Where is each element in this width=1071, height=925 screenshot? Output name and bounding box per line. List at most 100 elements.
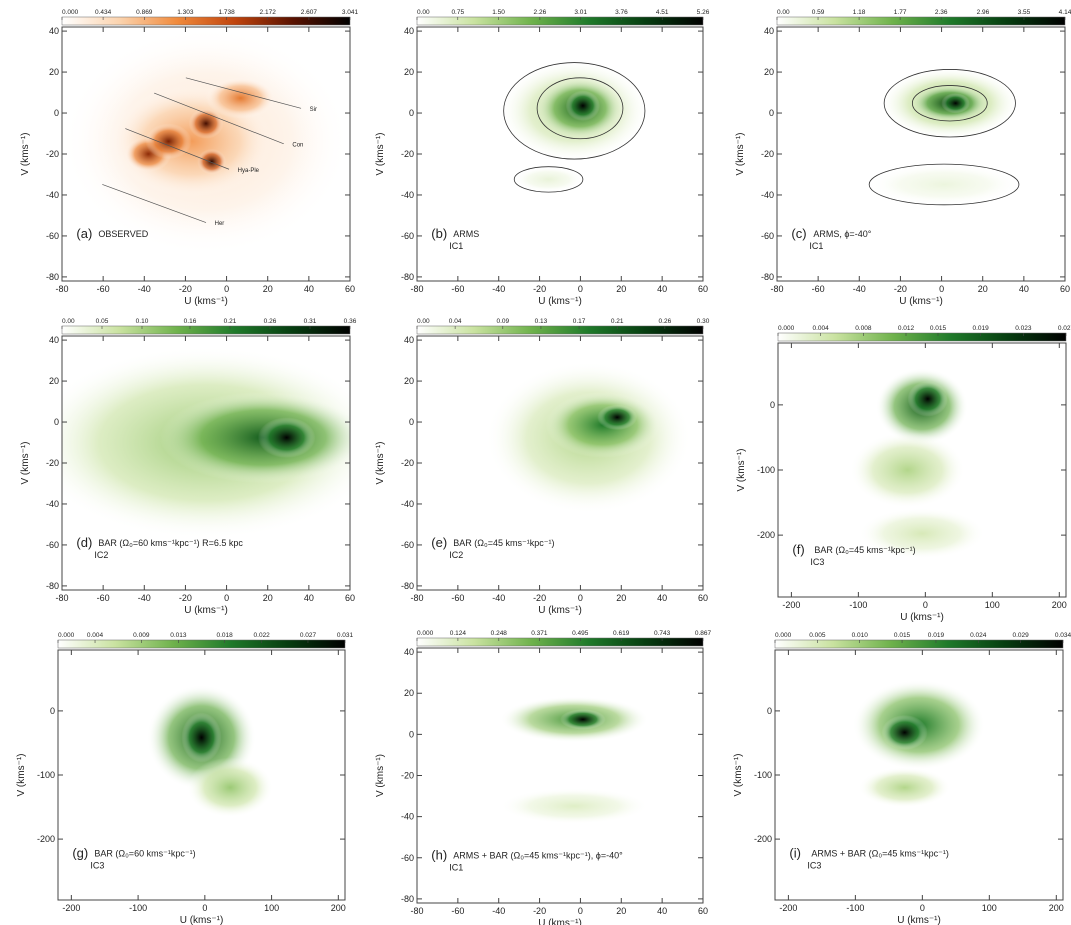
x-tick-label: -20 bbox=[533, 284, 546, 294]
contour bbox=[883, 69, 1016, 138]
colorbar bbox=[416, 637, 704, 647]
density-blob bbox=[565, 90, 601, 121]
x-tick-label: 100 bbox=[982, 903, 997, 913]
panel-title: BAR (Ω₀=60 kms⁻¹kpc⁻¹) bbox=[94, 849, 195, 859]
contour bbox=[911, 85, 988, 122]
colorbar-tick-label: 0.022 bbox=[254, 632, 271, 639]
panel-subtitle: IC3 bbox=[807, 861, 821, 871]
panel-subtitle: IC2 bbox=[94, 550, 108, 560]
y-tick-label: 0 bbox=[54, 417, 59, 427]
colorbar-tick-label: 0.495 bbox=[572, 630, 589, 637]
colorbar-tick-label: 0.04 bbox=[449, 318, 462, 325]
x-axis-title: U (kms⁻¹) bbox=[538, 918, 582, 925]
colorbar-tick-label: 0.13 bbox=[535, 318, 548, 325]
y-tick-label: -40 bbox=[761, 190, 774, 200]
x-axis-title: U (kms⁻¹) bbox=[538, 605, 582, 616]
density-blob bbox=[941, 93, 970, 114]
x-tick-label: 0 bbox=[224, 593, 229, 603]
x-tick-label: 0 bbox=[224, 284, 229, 294]
panel-title: OBSERVED bbox=[98, 229, 148, 239]
x-tick-label: -60 bbox=[812, 284, 825, 294]
contour bbox=[536, 77, 624, 140]
panel-subtitle: IC1 bbox=[449, 241, 463, 251]
x-tick-label: -100 bbox=[129, 903, 147, 913]
x-tick-label: -40 bbox=[492, 284, 505, 294]
x-tick-label: 20 bbox=[263, 593, 273, 603]
y-tick-label: -60 bbox=[761, 231, 774, 241]
y-tick-label: -60 bbox=[401, 540, 414, 550]
annotation-line bbox=[102, 184, 207, 223]
colorbar-tick-label: 0.027 bbox=[1058, 325, 1071, 332]
x-tick-label: -60 bbox=[97, 593, 110, 603]
colorbar-tick-label: 0.867 bbox=[695, 630, 712, 637]
colorbar-tick-label: 0.000 bbox=[778, 325, 795, 332]
density-map bbox=[417, 648, 703, 903]
colorbar-tick-label: 0.16 bbox=[184, 318, 197, 325]
colorbar-tick-label: 0.434 bbox=[95, 9, 112, 16]
x-tick-label: 20 bbox=[616, 593, 626, 603]
panel-label: (f) bbox=[792, 542, 804, 557]
colorbar-tick-label: 3.55 bbox=[1018, 9, 1031, 16]
colorbar-tick-label: 0.024 bbox=[970, 632, 987, 639]
colorbar-tick-label: 0.015 bbox=[894, 632, 911, 639]
x-tick-label: -60 bbox=[451, 284, 464, 294]
density-map bbox=[62, 27, 350, 281]
colorbar-tick-label: 2.36 bbox=[935, 9, 948, 16]
colorbar-tick-label: 0.004 bbox=[87, 632, 104, 639]
x-axis-title: U (kms⁻¹) bbox=[900, 612, 944, 623]
colorbar-tick-label: 0.019 bbox=[928, 632, 945, 639]
y-axis-title: V (kms⁻¹) bbox=[375, 441, 386, 484]
colorbar-tick-label: 0.31 bbox=[304, 318, 317, 325]
annotation: Her bbox=[215, 221, 225, 227]
y-tick-label: 40 bbox=[404, 647, 414, 657]
x-tick-label: -80 bbox=[55, 284, 68, 294]
panel-title: BAR (Ω₀=60 kms⁻¹kpc⁻¹) R=6.5 kpc bbox=[98, 538, 243, 548]
y-axis-title: V (kms⁻¹) bbox=[20, 441, 31, 484]
y-tick-label: -80 bbox=[46, 272, 59, 282]
y-tick-label: -80 bbox=[46, 581, 59, 591]
x-tick-label: 20 bbox=[263, 284, 273, 294]
density-blob bbox=[850, 431, 966, 509]
y-axis-title: V (kms⁻¹) bbox=[375, 132, 386, 175]
colorbar-tick-label: 0.743 bbox=[654, 630, 671, 637]
density-map bbox=[62, 336, 350, 590]
x-tick-label: 200 bbox=[1052, 600, 1067, 610]
density-blob bbox=[881, 715, 928, 750]
y-tick-label: -20 bbox=[761, 149, 774, 159]
y-tick-label: 20 bbox=[764, 67, 774, 77]
colorbar-tick-label: 0.36 bbox=[344, 318, 357, 325]
x-tick-label: -20 bbox=[179, 593, 192, 603]
density-blob bbox=[499, 788, 649, 824]
colorbar-tick-label: 1.18 bbox=[853, 9, 866, 16]
x-axis-title: U (kms⁻¹) bbox=[899, 296, 943, 307]
colorbar-tick-label: 0.75 bbox=[451, 9, 464, 16]
colorbar-tick-label: 2.607 bbox=[301, 9, 318, 16]
y-tick-label: -20 bbox=[401, 149, 414, 159]
annotation: Hya-Ple bbox=[238, 168, 260, 174]
y-tick-label: -100 bbox=[754, 770, 772, 780]
y-tick-label: -40 bbox=[401, 499, 414, 509]
y-tick-label: 40 bbox=[404, 26, 414, 36]
x-axis-title: U (kms⁻¹) bbox=[184, 605, 228, 616]
colorbar-tick-label: 0.26 bbox=[659, 318, 672, 325]
colorbar bbox=[777, 332, 1067, 342]
colorbar-tick-label: 0.018 bbox=[217, 632, 234, 639]
y-tick-label: 20 bbox=[49, 67, 59, 77]
x-tick-label: -20 bbox=[894, 284, 907, 294]
panel-label: (e) bbox=[431, 535, 447, 550]
colorbar bbox=[774, 639, 1064, 649]
x-tick-label: 20 bbox=[616, 906, 626, 916]
x-tick-label: -80 bbox=[410, 906, 423, 916]
y-tick-label: -20 bbox=[401, 771, 414, 781]
colorbar-tick-label: 0.371 bbox=[531, 630, 548, 637]
colorbar-tick-label: 0.000 bbox=[62, 9, 79, 16]
x-tick-label: 0 bbox=[578, 593, 583, 603]
y-axis-title: V (kms⁻¹) bbox=[375, 754, 386, 797]
annotation-line bbox=[154, 92, 284, 145]
panel-label: (c) bbox=[791, 226, 806, 241]
panel-title: ARMS + BAR (Ω₀=45 kms⁻¹kpc⁻¹) bbox=[811, 849, 949, 859]
density-map bbox=[417, 336, 703, 590]
contour bbox=[868, 163, 1020, 206]
y-tick-label: 20 bbox=[404, 67, 414, 77]
y-tick-label: 0 bbox=[409, 729, 414, 739]
